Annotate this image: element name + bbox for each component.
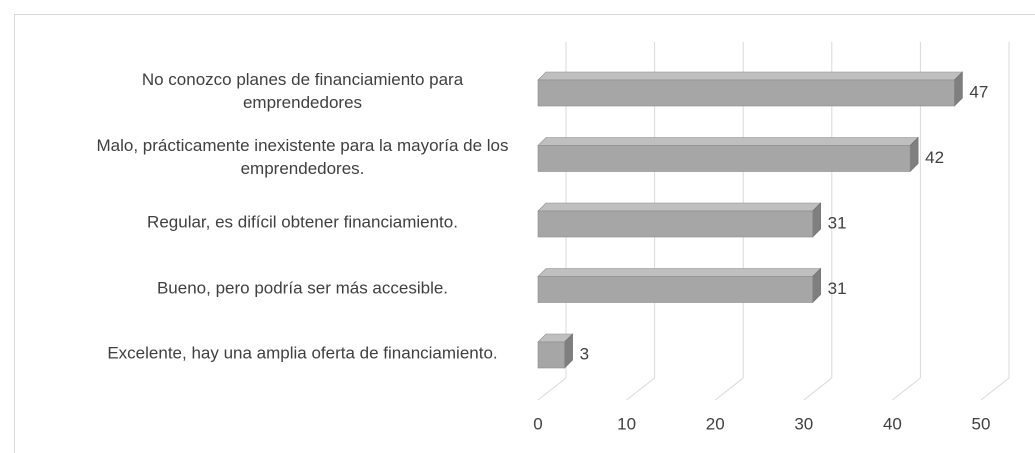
- value-label: 31: [828, 279, 847, 298]
- grid-line-floor: [537, 377, 567, 401]
- x-tick-label: 50: [972, 414, 991, 433]
- y-tick-label: Regular, es difícil obtener financiamien…: [147, 212, 458, 232]
- bar-top: [537, 137, 919, 146]
- bar: [537, 276, 813, 303]
- value-label: 31: [828, 213, 847, 232]
- bar: [537, 341, 565, 369]
- grid-line-floor: [980, 377, 1010, 401]
- y-tick-label: Excelente, hay una amplia oferta de fina…: [107, 343, 498, 363]
- bar-top: [537, 202, 822, 212]
- y-tick-label: Bueno, pero podría ser más accesible.: [156, 278, 449, 297]
- y-tick-label: No conozco planes de financiamiento para…: [141, 70, 464, 112]
- x-tick-label: 10: [617, 414, 636, 433]
- grid-line-floor: [714, 377, 744, 401]
- x-tick-label: 40: [883, 414, 902, 433]
- bar: [537, 145, 911, 172]
- value-label: 3: [580, 344, 589, 363]
- chart-frame: [14, 14, 1035, 453]
- value-label: 47: [969, 82, 988, 101]
- x-tick-label: 20: [706, 414, 725, 433]
- x-tick-label: 30: [794, 414, 813, 433]
- y-tick-label: Malo, prácticamente inexistente para la …: [96, 135, 509, 178]
- x-tick-label: 0: [533, 414, 542, 433]
- grid-line-floor: [892, 377, 921, 401]
- grid-line-floor: [626, 377, 655, 401]
- value-label: 42: [925, 148, 944, 167]
- bar-top: [537, 268, 822, 277]
- bar-top: [537, 71, 964, 81]
- bar: [537, 210, 813, 238]
- grid-line-floor: [803, 377, 833, 401]
- bar: [537, 79, 955, 107]
